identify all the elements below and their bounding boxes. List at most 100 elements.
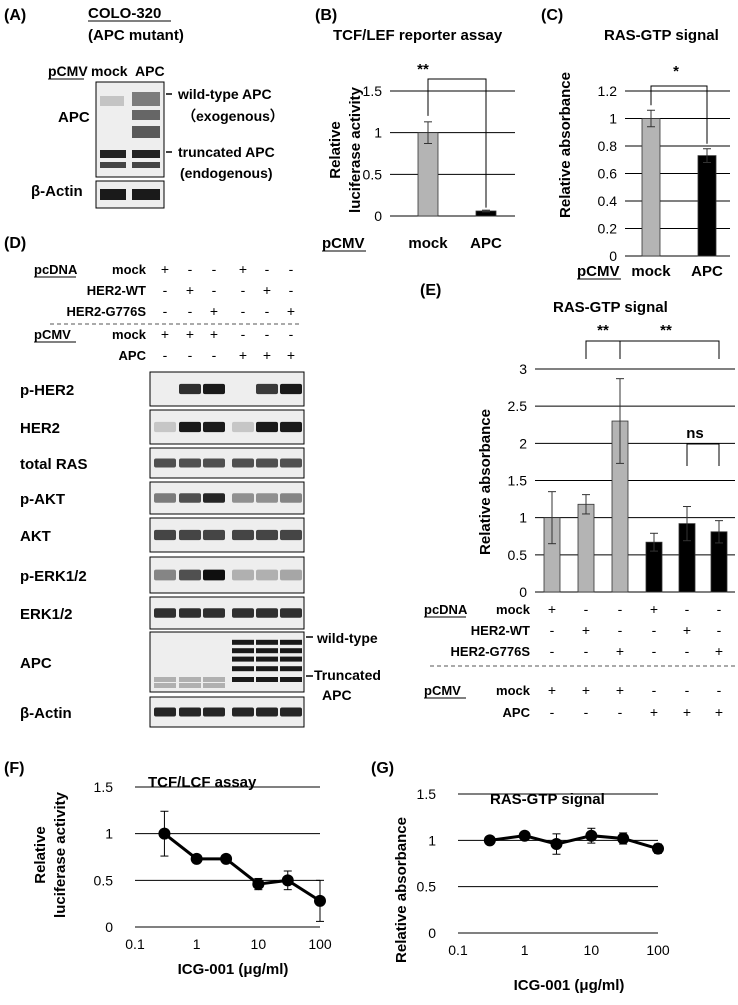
y-tick-label: 1.5 [508, 473, 528, 489]
condition-sign: + [287, 303, 295, 319]
chart-f-ylabel-1: Relative [32, 826, 49, 884]
condition-label: HER2-WT [471, 623, 530, 638]
condition-sign: + [287, 347, 295, 363]
blot-band [256, 529, 278, 541]
blot-band [154, 677, 176, 682]
data-point [190, 852, 203, 865]
blot-band [232, 639, 254, 645]
condition-sign: - [550, 622, 555, 638]
condition-sign: - [584, 643, 589, 659]
blot-band [256, 648, 278, 654]
chart-b-ylabel-1: Relative [327, 121, 344, 179]
blot-band [154, 529, 176, 541]
condition-sign: - [289, 282, 294, 298]
blot-band [203, 569, 225, 581]
blot-band [203, 707, 225, 717]
y-tick-label: 1.5 [417, 786, 437, 802]
blot-band [179, 421, 201, 433]
blot-label: p-AKT [20, 491, 65, 508]
condition-sign: - [188, 303, 193, 319]
condition-sign: + [239, 347, 247, 363]
y-tick-label: 2.5 [508, 398, 528, 414]
condition-sign: - [212, 261, 217, 277]
data-point [314, 894, 326, 907]
y-tick-label: 0.5 [417, 879, 437, 895]
y-tick-label: 0 [519, 584, 527, 600]
annot-d-wildtype: wild-type [316, 630, 378, 646]
cell-line-name: COLO-320 [88, 5, 161, 22]
y-tick-label: 3 [519, 361, 527, 377]
panel-d-conditions: pcDNA mock + - - + - - HER2-WT - + - - + - HER2-G776S - -… [34, 261, 295, 363]
vector-label: pCMV [48, 63, 88, 79]
condition-sign: - [652, 643, 657, 659]
x-tick-label: 10 [251, 936, 267, 952]
blot-band [256, 421, 278, 433]
blot-band [280, 707, 302, 717]
condition-sign: + [548, 601, 556, 617]
blot-label: β-Actin [20, 705, 72, 722]
y-tick-label: 0.2 [598, 221, 618, 237]
blot-label: HER2 [20, 420, 60, 437]
blot-band [256, 666, 278, 672]
annot-exogenous: （exogenous） [182, 108, 284, 124]
blot-band [203, 383, 225, 395]
condition-sign: - [652, 622, 657, 638]
condition-sign: - [163, 303, 168, 319]
chart-e-ylabel: Relative absorbance [477, 409, 494, 555]
annot-truncated-apc: truncated APC [178, 144, 275, 160]
condition-sign: - [188, 347, 193, 363]
condition-vector: pCMV [34, 327, 71, 342]
panel-e-letter: (E) [420, 282, 441, 299]
blot-band [280, 656, 302, 662]
y-tick-label: 0.5 [363, 166, 383, 182]
blot-band [179, 458, 201, 468]
blot-band [232, 666, 254, 672]
condition-sign: + [715, 643, 723, 659]
blot-band [256, 608, 278, 618]
condition-sign: + [683, 704, 691, 720]
blot-band [232, 656, 254, 662]
y-tick-label: 1 [105, 826, 113, 842]
condition-sign: + [210, 326, 218, 342]
panel-f: (F) TCF/LCF assay Relative luciferase ac… [4, 760, 332, 978]
blot-band [154, 608, 176, 618]
panel-a-letter: (A) [4, 7, 26, 24]
condition-sign: - [717, 622, 722, 638]
condition-sign: - [241, 282, 246, 298]
condition-sign: + [616, 682, 624, 698]
chart-g-title: RAS-GTP signal [490, 791, 605, 808]
panel-d-blots: p-HER2 HER2 total RAS p-AKT AKT p-ERK1/2 ERK1/… [20, 371, 305, 728]
panel-f-letter: (F) [4, 760, 24, 777]
condition-sign: - [265, 261, 270, 277]
blot-band [256, 569, 278, 581]
bar [417, 132, 439, 217]
condition-vector: pcDNA [424, 602, 468, 617]
blot-band [179, 683, 201, 688]
condition-sign: - [241, 303, 246, 319]
condition-sign: + [582, 682, 590, 698]
chart-b-plot: 0 0.5 1 1.5 mock APC [363, 78, 515, 252]
blot-band [179, 608, 201, 618]
data-point [158, 827, 171, 840]
chart-g-plot: 0 0.5 1 1.5 0.1 1 10 100 [417, 786, 670, 958]
condition-sign: + [582, 622, 590, 638]
condition-sign: - [685, 682, 690, 698]
y-tick-label: 1.2 [598, 83, 618, 99]
blot-band [154, 493, 176, 503]
blot-band [280, 421, 302, 433]
annot-wildtype-apc: wild-type APC [177, 86, 272, 102]
chart-e-plot: 0 0.5 1 1.5 2 2.5 3 [508, 340, 735, 600]
condition-sign: - [188, 261, 193, 277]
blot-band [232, 458, 254, 468]
panel-d: (D) pcDNA mock + - - + - - HER2-WT - + - - + - HER2-G77… [4, 235, 381, 728]
annot-d-truncated: Truncated [314, 667, 381, 683]
y-tick-label: 1.5 [94, 779, 114, 795]
condition-label: HER2-WT [87, 283, 146, 298]
blot-band [280, 648, 302, 654]
significance-bracket [686, 443, 720, 466]
chart-e-sig-3: ns [686, 425, 704, 442]
chart-e-title: RAS-GTP signal [553, 299, 668, 316]
condition-sign: - [212, 347, 217, 363]
x-category-label: APC [470, 235, 502, 252]
